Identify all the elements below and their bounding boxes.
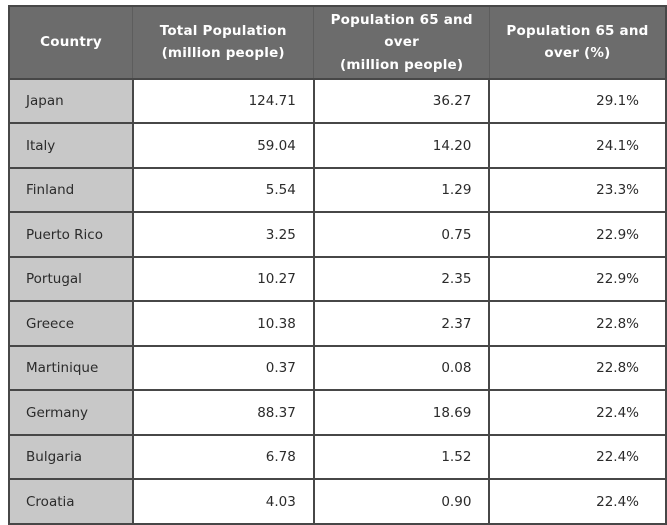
total-population-cell: 59.04 [131,122,315,169]
table-row-puerto-rico: Puerto Rico 3.25 0.75 22.9% [8,211,667,258]
population-65-over-cell: 0.75 [312,211,491,258]
country-cell: Germany [8,389,134,436]
column-header-total-population: Total Population (million people) [132,5,315,80]
total-population-cell: 124.71 [131,77,315,125]
table-row-japan: Japan 124.71 36.27 29.1% [8,77,667,125]
total-population-cell: 10.38 [131,300,315,347]
population-65-over-pct-cell: 22.4% [488,478,667,525]
population-65-over-cell: 0.08 [312,344,491,392]
country-cell: Portugal [8,255,134,303]
population-65-over-pct-cell: 24.1% [488,122,667,169]
table-row-italy: Italy 59.04 14.20 24.1% [8,122,667,169]
country-cell: Puerto Rico [8,211,134,258]
population-65-over-cell: 18.69 [312,389,491,436]
population-65-over-cell: 1.29 [312,166,491,214]
population-65-over-cell: 36.27 [312,77,491,125]
population-65-over-pct-cell: 23.3% [488,166,667,214]
table-row-germany: Germany 88.37 18.69 22.4% [8,389,667,436]
total-population-cell: 5.54 [131,166,315,214]
header-row: Country Total Population (million people… [8,5,667,80]
table-body: Japan 124.71 36.27 29.1% Italy 59.04 14.… [8,77,667,525]
total-population-cell: 3.25 [131,211,315,258]
population-table-container: Country Total Population (million people… [8,5,667,525]
population-65-over-pct-cell: 22.4% [488,389,667,436]
population-65-over-cell: 0.90 [312,478,491,525]
population-65-over-pct-cell: 22.4% [488,433,667,481]
table-row-bulgaria: Bulgaria 6.78 1.52 22.4% [8,433,667,481]
country-cell: Japan [8,77,134,125]
table-row-martinique: Martinique 0.37 0.08 22.8% [8,344,667,392]
population-65-over-cell: 2.37 [312,300,491,347]
population-65-over-pct-cell: 29.1% [488,77,667,125]
population-65-over-cell: 2.35 [312,255,491,303]
column-header-country: Country [8,5,134,80]
population-65-over-cell: 14.20 [312,122,491,169]
population-table: Country Total Population (million people… [8,5,667,525]
country-cell: Greece [8,300,134,347]
total-population-cell: 10.27 [131,255,315,303]
table-row-greece: Greece 10.38 2.37 22.8% [8,300,667,347]
total-population-cell: 6.78 [131,433,315,481]
country-cell: Martinique [8,344,134,392]
country-cell: Bulgaria [8,433,134,481]
total-population-cell: 0.37 [131,344,315,392]
total-population-cell: 88.37 [131,389,315,436]
population-65-over-pct-cell: 22.8% [488,300,667,347]
table-header: Country Total Population (million people… [8,5,667,80]
country-cell: Italy [8,122,134,169]
population-65-over-cell: 1.52 [312,433,491,481]
table-row-finland: Finland 5.54 1.29 23.3% [8,166,667,214]
country-cell: Finland [8,166,134,214]
table-row-portugal: Portugal 10.27 2.35 22.9% [8,255,667,303]
country-cell: Croatia [8,478,134,525]
column-header-population-65-over-pct: Population 65 and over (%) [488,5,667,80]
population-65-over-pct-cell: 22.9% [488,255,667,303]
column-header-population-65-over: Population 65 and over (million people) [313,5,490,80]
table-row-croatia: Croatia 4.03 0.90 22.4% [8,478,667,525]
population-65-over-pct-cell: 22.8% [488,344,667,392]
total-population-cell: 4.03 [131,478,315,525]
population-65-over-pct-cell: 22.9% [488,211,667,258]
